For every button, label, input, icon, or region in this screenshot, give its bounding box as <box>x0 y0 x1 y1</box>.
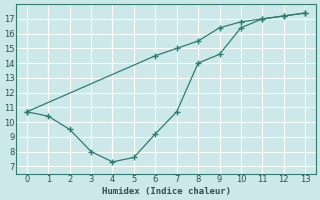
X-axis label: Humidex (Indice chaleur): Humidex (Indice chaleur) <box>101 187 230 196</box>
